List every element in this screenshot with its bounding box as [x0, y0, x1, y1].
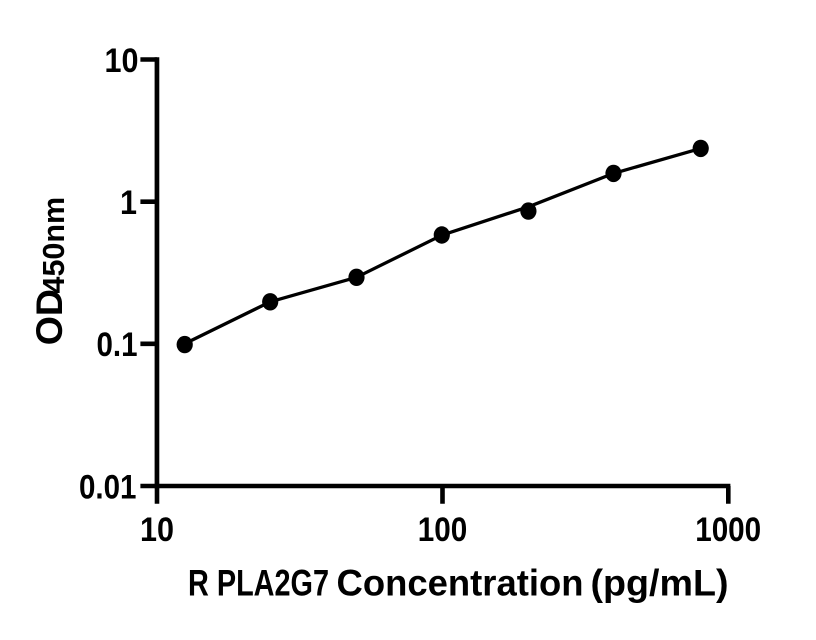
svg-text:10: 10 [105, 42, 139, 80]
svg-text:0.1: 0.1 [97, 326, 138, 364]
svg-text:100: 100 [418, 511, 468, 549]
svg-text:450nm: 450nm [37, 197, 71, 294]
svg-text:10: 10 [140, 511, 174, 549]
svg-text:0.01: 0.01 [79, 468, 137, 506]
svg-text:Concentration: Concentration [337, 563, 584, 604]
svg-text:1: 1 [120, 184, 137, 222]
svg-text:R PLA2G7: R PLA2G7 [188, 563, 329, 604]
svg-text:OD: OD [28, 289, 70, 345]
svg-text:(pg/mL): (pg/mL) [591, 563, 729, 604]
svg-text:1000: 1000 [695, 511, 761, 549]
